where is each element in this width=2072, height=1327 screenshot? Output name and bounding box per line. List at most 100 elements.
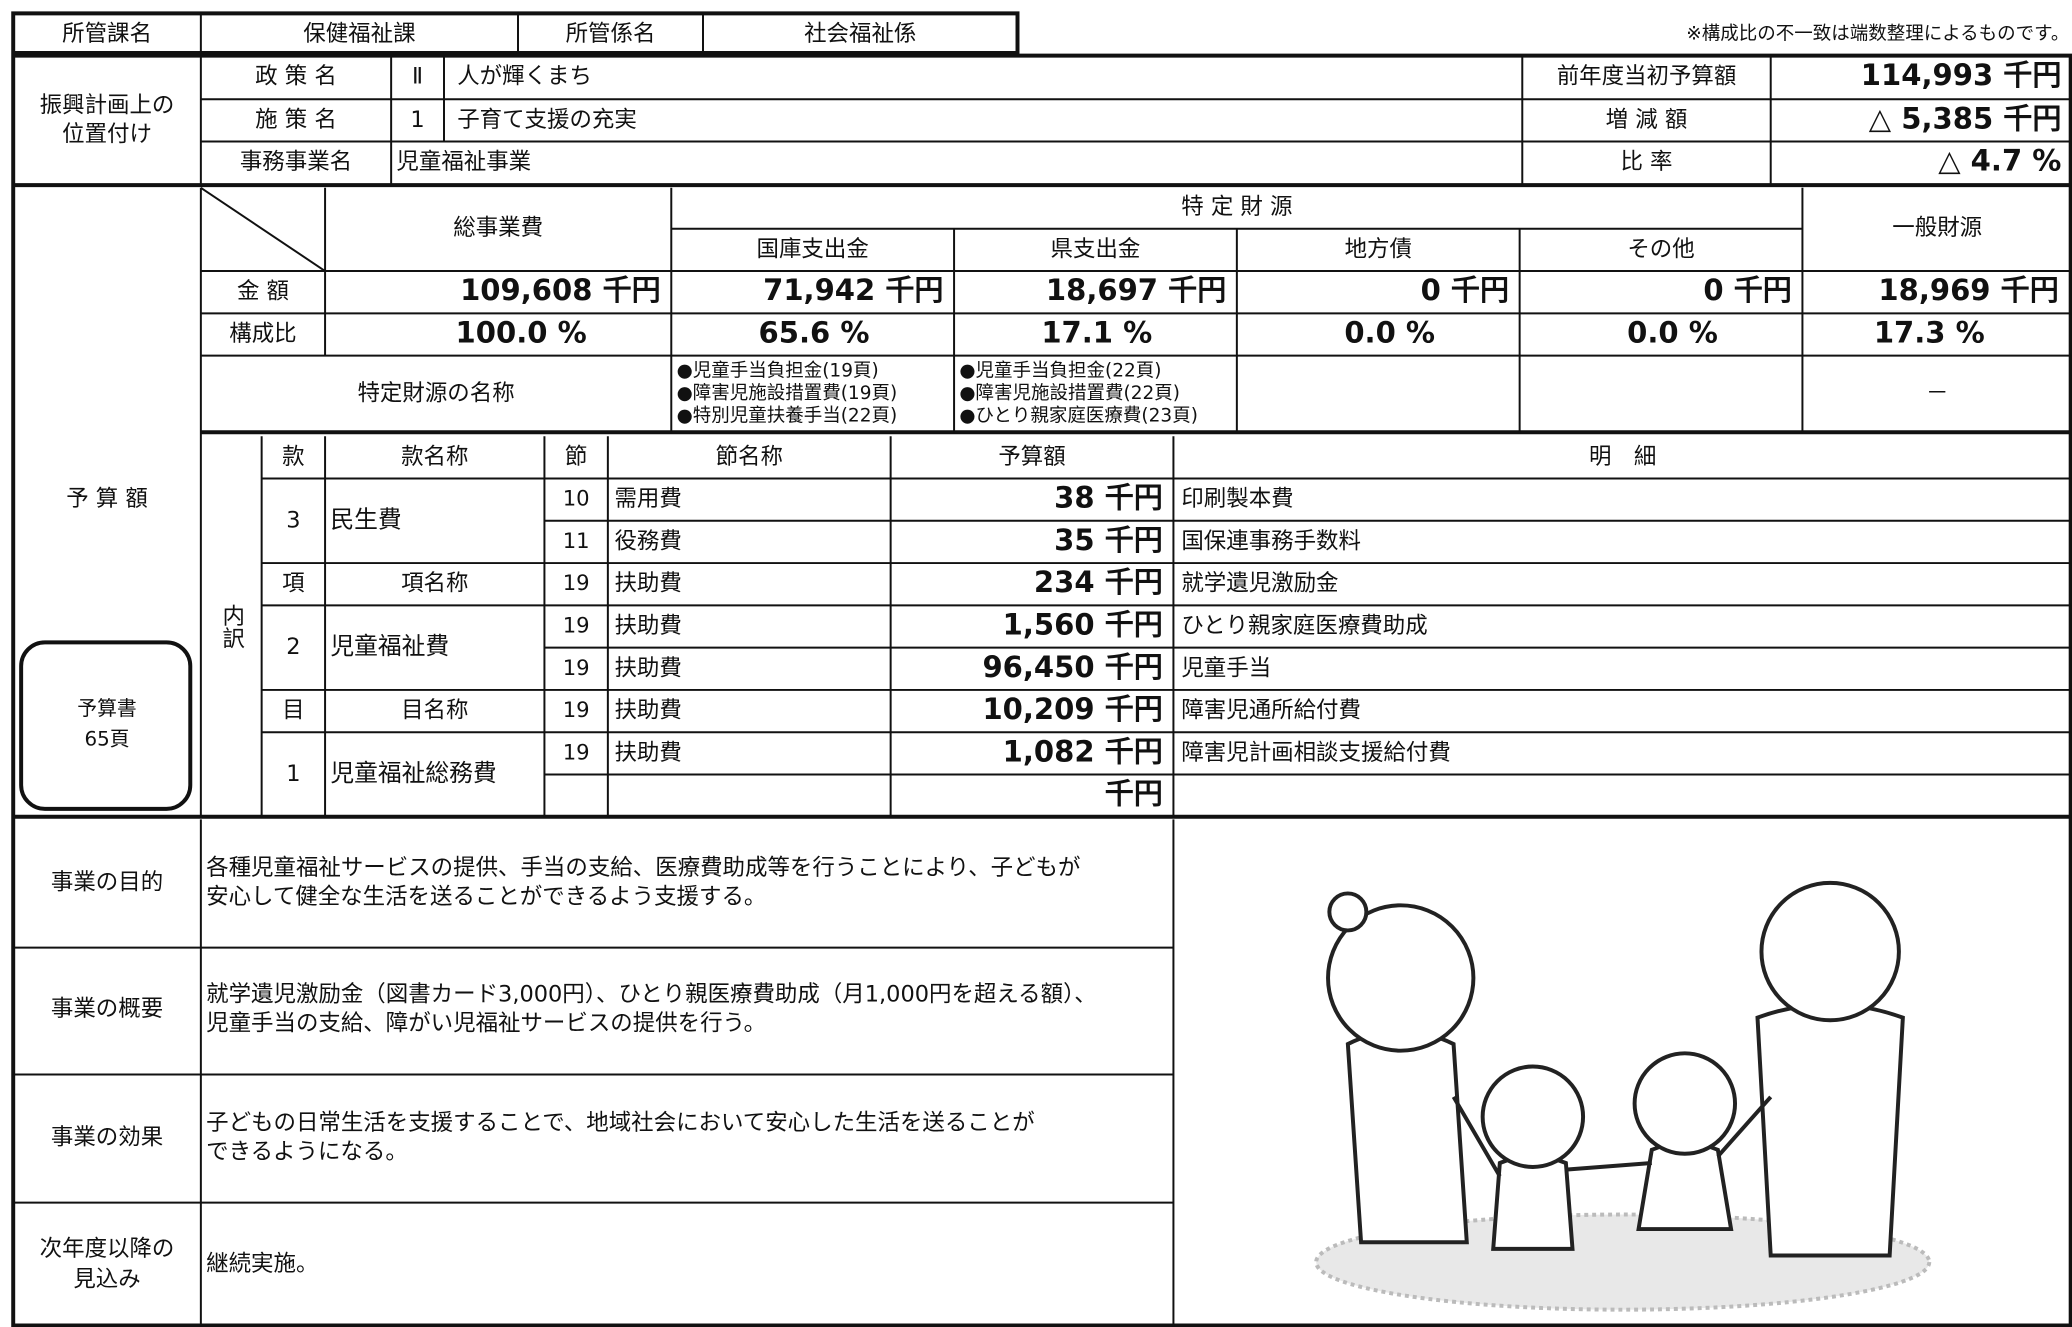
detail: ひとり親家庭医療費助成 xyxy=(1181,613,1427,639)
amount: 1,560 千円 xyxy=(1003,608,1163,642)
ratio: 17.3 % xyxy=(1874,315,1985,349)
detail: 就学遺児激励金 xyxy=(1181,571,1338,597)
text: 継続実施。 xyxy=(206,1251,318,1277)
code: 19 xyxy=(563,613,590,638)
name: 扶助費 xyxy=(614,698,681,724)
label: 振興計画上の xyxy=(40,92,175,118)
text: 子どもの日常生活を支援することで、地域社会において安心した生活を送ることが xyxy=(206,1110,1035,1136)
amount: 114,993 千円 xyxy=(1861,58,2062,92)
header-border xyxy=(11,11,2072,1327)
amount: 71,942 千円 xyxy=(763,273,943,307)
amount: 18,969 千円 xyxy=(1878,273,2058,307)
amount: △ 5,385 千円 xyxy=(1869,101,2062,135)
label: 前年度当初予算額 xyxy=(1557,63,1737,89)
label: 事業の目的 xyxy=(51,869,163,895)
header: 予算額 xyxy=(998,444,1065,470)
text: 児童手当の支給、障がい児福祉サービスの提供を行う。 xyxy=(206,1011,766,1037)
ratio: 65.6 % xyxy=(759,315,870,349)
value: 社会福祉係 xyxy=(804,21,916,47)
note: ※構成比の不一致は端数整理によるものです。 xyxy=(1686,24,2069,45)
detail: 障害児通所給付費 xyxy=(1181,698,1361,724)
code: 19 xyxy=(563,739,590,764)
code: 10 xyxy=(563,486,590,511)
amount: 109,608 千円 xyxy=(460,273,661,307)
label: 次年度以降の xyxy=(40,1236,175,1262)
header: 国庫支出金 xyxy=(757,236,869,262)
header: 款名称 xyxy=(401,444,468,470)
header: 節 xyxy=(565,444,587,470)
label: 金 額 xyxy=(237,279,289,305)
name: 民生費 xyxy=(330,505,401,533)
code: 1 xyxy=(286,761,300,787)
header: その他 xyxy=(1627,236,1694,262)
amount: 1,082 千円 xyxy=(1003,734,1163,768)
source-name: ●児童手当負担金(19頁) xyxy=(677,360,879,381)
label: 比 率 xyxy=(1620,149,1672,175)
budget-book-box xyxy=(19,640,193,811)
code: 2 xyxy=(286,634,300,660)
amount: 38 千円 xyxy=(1054,481,1163,515)
header: 目名称 xyxy=(401,698,468,724)
header: 款 xyxy=(282,444,304,470)
source-name: ●ひとり親家庭医療費(23頁) xyxy=(959,405,1198,426)
label: 所管係名 xyxy=(566,21,656,47)
header: 総事業費 xyxy=(453,215,543,241)
amount: 0 千円 xyxy=(1703,273,1791,307)
text: 各種児童福祉サービスの提供、手当の支給、医療費助成等を行うことにより、子どもが xyxy=(206,855,1080,881)
text: 安心して健全な生活を送ることができるよう支援する。 xyxy=(206,884,766,910)
detail: 障害児計画相談支援給付費 xyxy=(1181,740,1450,766)
label: 予 算 額 xyxy=(66,486,148,512)
header: 県支出金 xyxy=(1051,236,1141,262)
name: 児童福祉総務費 xyxy=(330,759,496,787)
header: 明 細 xyxy=(1589,444,1656,470)
label: 政 策 名 xyxy=(255,63,337,89)
amount: 18,697 千円 xyxy=(1046,273,1226,307)
ratio: 0.0 % xyxy=(1627,315,1718,349)
value: 児童福祉事業 xyxy=(396,149,531,175)
label: 施 策 名 xyxy=(255,107,337,133)
label: 位置付け xyxy=(62,121,152,147)
label: 見込み xyxy=(73,1266,140,1292)
name: 扶助費 xyxy=(614,655,681,681)
ratio: 17.1 % xyxy=(1041,315,1152,349)
detail: 印刷製本費 xyxy=(1181,486,1293,512)
amount: △ 4.7 % xyxy=(1938,144,2061,178)
code: 19 xyxy=(563,570,590,595)
value: 子育て支援の充実 xyxy=(457,107,637,133)
amount: 234 千円 xyxy=(1034,565,1163,599)
amount: 千円 xyxy=(1105,777,1163,811)
code: 19 xyxy=(563,697,590,722)
name: 児童福祉費 xyxy=(330,632,449,660)
name: 扶助費 xyxy=(614,740,681,766)
amount: 96,450 千円 xyxy=(982,650,1162,684)
ratio: 0.0 % xyxy=(1344,315,1435,349)
header: 地方債 xyxy=(1345,236,1412,262)
ratio: 100.0 % xyxy=(456,315,587,349)
label: 事業の概要 xyxy=(51,996,163,1022)
code: 3 xyxy=(286,507,300,533)
label: 特定財源の名称 xyxy=(357,380,514,406)
label: 65頁 xyxy=(85,728,130,751)
header: 項 xyxy=(282,571,304,597)
amount: 10,209 千円 xyxy=(982,692,1162,726)
label: 事務事業名 xyxy=(240,149,352,175)
value: 保健福祉課 xyxy=(303,21,415,47)
code: 11 xyxy=(563,528,590,553)
source-name: ●障害児施設措置費(22頁) xyxy=(959,383,1180,404)
source-name: ●児童手当負担金(22頁) xyxy=(959,360,1161,381)
value: 人が輝くまち xyxy=(457,63,592,89)
header: 特 定 財 源 xyxy=(1181,194,1292,220)
value: 1 xyxy=(410,107,424,133)
label: 内訳 xyxy=(219,604,245,649)
label: 予算書 xyxy=(77,697,136,720)
amount: 35 千円 xyxy=(1054,523,1163,557)
header: 項名称 xyxy=(401,571,468,597)
name: 役務費 xyxy=(614,528,681,554)
source-name: － xyxy=(1926,380,1948,406)
table-grid xyxy=(13,13,2071,1327)
detail: 国保連事務手数料 xyxy=(1181,528,1361,554)
source-name: ●特別児童扶養手当(22頁) xyxy=(677,405,898,426)
name: 需用費 xyxy=(614,486,681,512)
